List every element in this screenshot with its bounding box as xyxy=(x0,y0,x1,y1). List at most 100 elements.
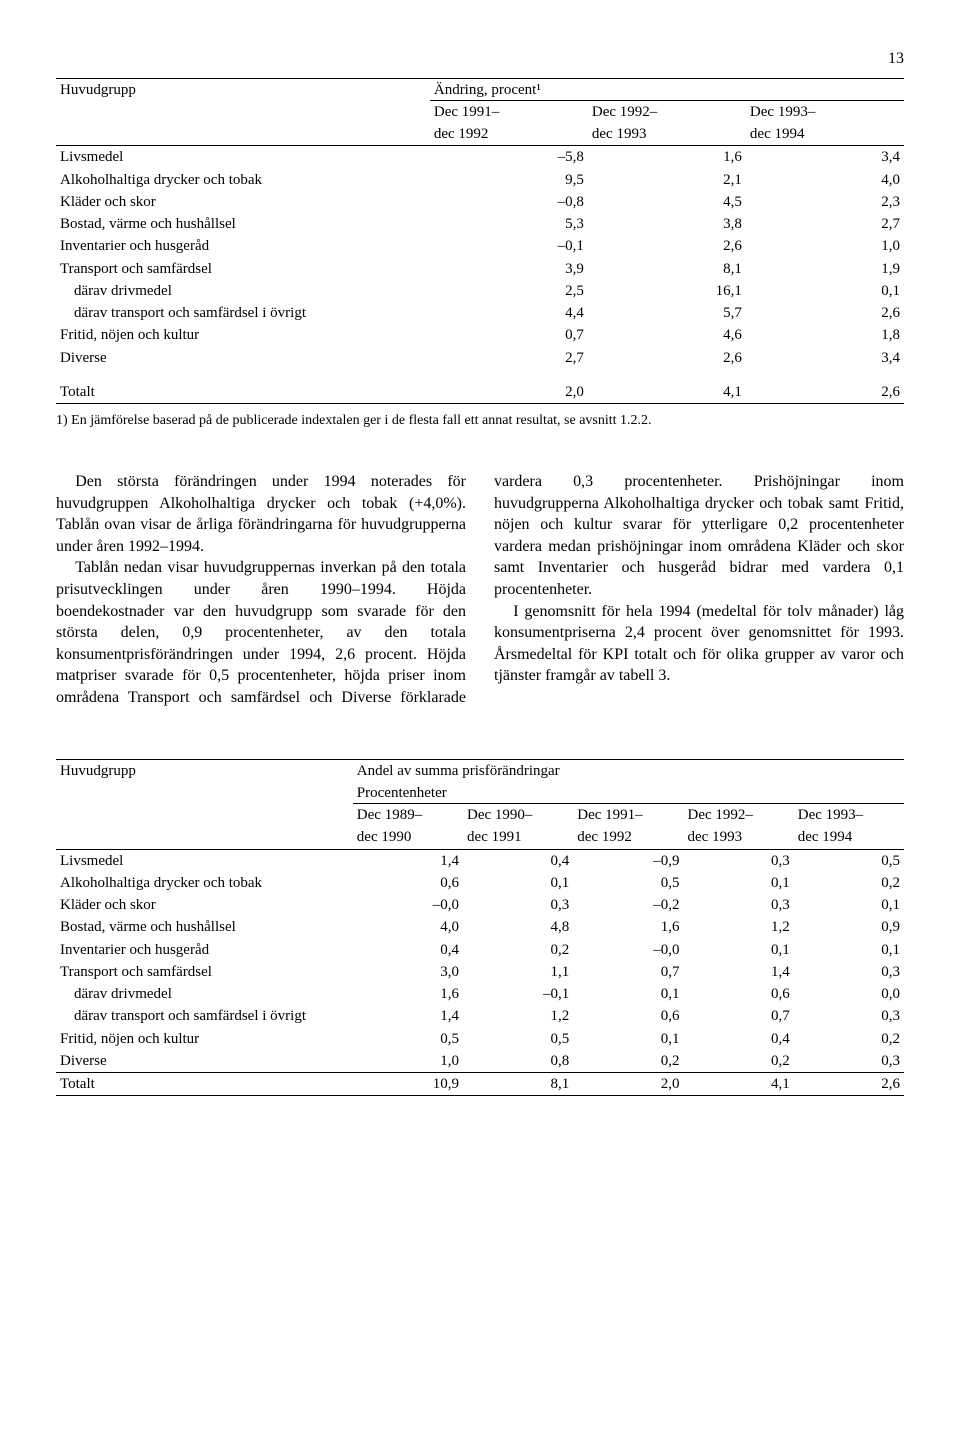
table1-period-top: Dec 1991– xyxy=(430,100,588,123)
table-row: Inventarier och husgeråd–0,12,61,0 xyxy=(56,235,904,257)
row-value: 0,1 xyxy=(573,983,683,1005)
row-label: Inventarier och husgeråd xyxy=(56,939,353,961)
table2-period-top: Dec 1991– xyxy=(573,804,683,827)
row-value: 0,7 xyxy=(573,961,683,983)
table1-total-v: 4,1 xyxy=(588,381,746,404)
row-label: Inventarier och husgeråd xyxy=(56,235,430,257)
row-value: 0,2 xyxy=(573,1050,683,1073)
row-value: –0,1 xyxy=(430,235,588,257)
table-row: Bostad, värme och hushållsel5,33,82,7 xyxy=(56,213,904,235)
row-value: 0,4 xyxy=(684,1028,794,1050)
row-value: 1,2 xyxy=(463,1005,573,1027)
table2-spanning-header-1: Andel av summa prisförändringar xyxy=(353,759,904,782)
table2-spanning-header-2: Procentenheter xyxy=(353,782,904,804)
table2-period-top: Dec 1992– xyxy=(684,804,794,827)
row-value: 2,6 xyxy=(588,235,746,257)
row-value: 3,4 xyxy=(746,146,904,169)
table-row: Livsmedel1,40,4–0,90,30,5 xyxy=(56,849,904,872)
table-row: därav drivmedel1,6–0,10,10,60,0 xyxy=(56,983,904,1005)
table1-period-top: Dec 1992– xyxy=(588,100,746,123)
table2-col-group: Huvudgrupp xyxy=(56,759,353,849)
row-label: Bostad, värme och hushållsel xyxy=(56,916,353,938)
table1-total-label: Totalt xyxy=(56,381,430,404)
row-value: 0,4 xyxy=(463,849,573,872)
row-value: –0,0 xyxy=(353,894,463,916)
table2-period-bottom: dec 1992 xyxy=(573,826,683,849)
row-value: 0,5 xyxy=(794,849,904,872)
table-row: därav transport och samfärdsel i övrigt 1… xyxy=(56,1005,904,1027)
table2-total-v: 10,9 xyxy=(353,1073,463,1096)
table-row: Inventarier och husgeråd0,40,2–0,00,10,1 xyxy=(56,939,904,961)
row-label: Diverse xyxy=(56,1050,353,1073)
row-value: 1,0 xyxy=(746,235,904,257)
table2-period-top: Dec 1989– xyxy=(353,804,463,827)
table2-period-bottom: dec 1993 xyxy=(684,826,794,849)
table-row: Bostad, värme och hushållsel4,04,81,61,2… xyxy=(56,916,904,938)
table1-footnote: 1) En jämförelse baserad på de publicera… xyxy=(56,412,904,431)
row-value: 1,0 xyxy=(353,1050,463,1073)
row-value: 4,0 xyxy=(353,916,463,938)
row-value: 1,6 xyxy=(588,146,746,169)
row-value: 1,8 xyxy=(746,324,904,346)
row-value: 2,3 xyxy=(746,191,904,213)
row-value: 0,1 xyxy=(684,939,794,961)
table-row: Livsmedel–5,81,63,4 xyxy=(56,146,904,169)
table-row: Kläder och skor–0,84,52,3 xyxy=(56,191,904,213)
table1-period-bottom: dec 1992 xyxy=(430,123,588,146)
row-label: därav transport och samfärdsel i övrigt xyxy=(56,302,430,324)
body-p3: I genomsnitt för hela 1994 (medeltal för… xyxy=(494,601,904,687)
table2-period-top: Dec 1993– xyxy=(794,804,904,827)
table2-period-top: Dec 1990– xyxy=(463,804,573,827)
row-label: Livsmedel xyxy=(56,146,430,169)
table1-period-bottom: dec 1993 xyxy=(588,123,746,146)
row-value: 0,5 xyxy=(573,872,683,894)
row-value: 0,3 xyxy=(684,894,794,916)
row-value: 5,3 xyxy=(430,213,588,235)
row-value: 0,9 xyxy=(794,916,904,938)
row-value: 3,8 xyxy=(588,213,746,235)
row-value: 0,2 xyxy=(684,1050,794,1073)
body-text: Den största förändringen under 1994 note… xyxy=(56,471,904,709)
row-value: 0,1 xyxy=(794,894,904,916)
row-label: Livsmedel xyxy=(56,849,353,872)
row-value: 1,6 xyxy=(573,916,683,938)
row-label: därav transport och samfärdsel i övrigt xyxy=(56,1005,353,1027)
row-value: 2,7 xyxy=(746,213,904,235)
row-value: 0,6 xyxy=(684,983,794,1005)
table-row: Alkoholhaltiga drycker och tobak0,60,10,… xyxy=(56,872,904,894)
row-value: 0,3 xyxy=(794,961,904,983)
table1-spanning-header: Ändring, procent¹ xyxy=(430,78,904,100)
row-value: 0,1 xyxy=(746,280,904,302)
table-change-percent: Huvudgrupp Ändring, procent¹ Dec 1991– D… xyxy=(56,78,904,405)
table-row: Alkoholhaltiga drycker och tobak9,52,14,… xyxy=(56,169,904,191)
table-row: Fritid, nöjen och kultur0,50,50,10,40,2 xyxy=(56,1028,904,1050)
table2-period-bottom: dec 1990 xyxy=(353,826,463,849)
row-value: 0,8 xyxy=(463,1050,573,1073)
row-label: Transport och samfärdsel xyxy=(56,961,353,983)
row-value: 0,2 xyxy=(794,872,904,894)
row-value: 3,9 xyxy=(430,258,588,280)
row-value: 0,1 xyxy=(794,939,904,961)
table1-col-group: Huvudgrupp xyxy=(56,78,430,146)
row-label: därav drivmedel xyxy=(56,983,353,1005)
table-row: Diverse2,72,63,4 xyxy=(56,347,904,369)
row-value: 4,6 xyxy=(588,324,746,346)
table-row: Transport och samfärdsel3,01,10,71,40,3 xyxy=(56,961,904,983)
row-value: –0,9 xyxy=(573,849,683,872)
row-value: 0,3 xyxy=(794,1050,904,1073)
table1-total-v: 2,6 xyxy=(746,381,904,404)
row-label: Diverse xyxy=(56,347,430,369)
row-value: 8,1 xyxy=(588,258,746,280)
row-label: Fritid, nöjen och kultur xyxy=(56,324,430,346)
table-share-price-changes: Huvudgrupp Andel av summa prisförändring… xyxy=(56,759,904,1097)
row-value: 1,6 xyxy=(353,983,463,1005)
row-label: Fritid, nöjen och kultur xyxy=(56,1028,353,1050)
row-label: Kläder och skor xyxy=(56,894,353,916)
row-value: 0,2 xyxy=(794,1028,904,1050)
row-value: 0,3 xyxy=(794,1005,904,1027)
table-row: Fritid, nöjen och kultur0,74,61,8 xyxy=(56,324,904,346)
row-value: 1,4 xyxy=(353,849,463,872)
row-value: 9,5 xyxy=(430,169,588,191)
row-value: 0,4 xyxy=(353,939,463,961)
table2-total-v: 8,1 xyxy=(463,1073,573,1096)
